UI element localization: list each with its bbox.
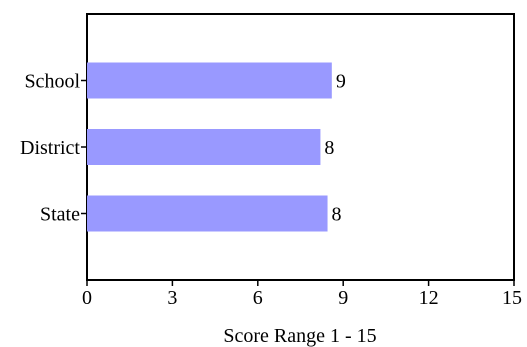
y-tick-label-state: State <box>40 204 80 226</box>
x-tick-label-6: 6 <box>253 287 263 309</box>
x-tick-label-9: 9 <box>338 287 348 309</box>
x-tick-label-3: 3 <box>167 287 177 309</box>
y-tick-label-school: School <box>24 71 80 93</box>
x-tick-label-0: 0 <box>82 287 92 309</box>
bar-district <box>87 129 321 165</box>
y-tick-label-district: District <box>20 137 80 159</box>
x-tick-label-12: 12 <box>419 287 439 309</box>
data-label-district: 8 <box>324 137 334 159</box>
bar-school <box>87 62 332 99</box>
x-axis-title: Score Range 1 - 15 <box>223 325 376 347</box>
x-tick-label-15: 15 <box>502 287 522 309</box>
data-label-state: 8 <box>332 204 342 226</box>
bar-state <box>87 195 328 232</box>
data-label-school: 9 <box>336 71 346 93</box>
